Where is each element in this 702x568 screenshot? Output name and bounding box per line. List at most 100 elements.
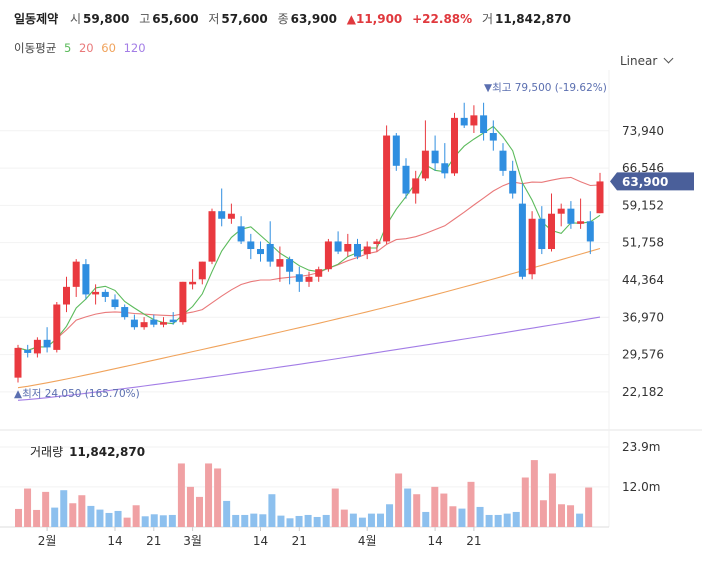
volume-bar: [123, 517, 131, 527]
volume-bar: [268, 494, 276, 527]
candle-body: [412, 178, 420, 194]
volume-bar: [449, 506, 457, 527]
volume-bar: [349, 513, 357, 527]
candle-body: [509, 170, 517, 194]
moving-average-label: 이동평균: [14, 41, 57, 55]
volume-bar: [494, 514, 502, 527]
volume-bar: [521, 477, 529, 527]
candle-body: [295, 274, 303, 282]
x-tick-label: 14: [253, 534, 268, 548]
candle-body: [92, 291, 100, 295]
moving-average-legend: 이동평균 5 20 60 120: [14, 40, 150, 56]
volume-tick-label: 23.9m: [622, 440, 660, 454]
x-tick-label: 14: [107, 534, 122, 548]
candle-body: [538, 218, 546, 250]
volume-bar: [105, 512, 113, 527]
ma-5-line: [17, 125, 601, 351]
volume-label: 거: [482, 12, 494, 26]
price-tick-label: 44,364: [622, 273, 664, 287]
candle-body: [518, 203, 526, 277]
volume-bar: [232, 514, 240, 527]
volume-bar: [60, 490, 68, 527]
volume-bar: [422, 511, 430, 527]
candle-body: [121, 307, 129, 318]
volume-bar: [503, 513, 511, 527]
candle-body: [179, 281, 187, 323]
ma-120-line: [17, 316, 601, 401]
volume-tick-label: 12.0m: [622, 480, 660, 494]
candle-body: [373, 241, 381, 244]
candle-body: [276, 259, 284, 267]
volume-bar: [512, 511, 520, 527]
volume-bar: [386, 504, 394, 527]
candle-body: [72, 261, 80, 287]
ma-60-line: [17, 247, 601, 389]
volume-bar: [558, 504, 565, 527]
open-value: 59,800: [83, 12, 130, 26]
volume-bar: [440, 493, 448, 527]
volume-bar: [277, 515, 285, 527]
volume-bar: [485, 514, 493, 527]
volume-bar: [96, 509, 104, 527]
candle-body: [431, 150, 439, 164]
volume-bar: [241, 514, 249, 527]
candle-body: [82, 264, 90, 295]
stock-header: 일동제약 시 59,800 고 65,600 저 57,600 종 63,900 ▲11…: [14, 10, 577, 27]
candle-body: [441, 163, 449, 174]
close-value: 63,900: [290, 12, 337, 26]
current-price-label: 63,900: [622, 175, 668, 189]
x-tick-label: 21: [292, 534, 307, 548]
candle-body: [489, 133, 497, 141]
volume-bar: [404, 488, 412, 527]
candle-body: [548, 213, 555, 250]
candle-body: [354, 243, 361, 257]
volume-bar: [585, 487, 593, 527]
volume-bar: [214, 468, 222, 527]
price-tick-label: 66,546: [622, 161, 664, 175]
high-value: 65,600: [152, 12, 199, 26]
price-tick-label: 29,576: [622, 348, 664, 362]
candle-body: [130, 319, 138, 328]
volume-bar: [286, 518, 294, 527]
candle-body: [567, 208, 575, 224]
volume-bar: [476, 506, 484, 527]
volume-bar: [340, 509, 348, 527]
candle-body: [43, 339, 51, 348]
candle-body: [324, 241, 332, 270]
candle-body: [460, 117, 468, 126]
volume-bar: [304, 514, 312, 527]
volume-bar: [132, 505, 140, 527]
volume-bar: [150, 514, 158, 527]
volume-bar: [78, 495, 86, 527]
volume-bar: [413, 494, 421, 527]
candle-body: [557, 208, 565, 214]
current-price-tag: [610, 172, 694, 191]
volume-bar: [15, 508, 22, 527]
volume-bar: [548, 473, 556, 527]
candle-body: [266, 243, 274, 262]
ma-20: 20: [78, 41, 94, 55]
high-label: 고: [139, 12, 151, 26]
candle-body: [53, 304, 61, 350]
price-change-pct: +22.88%: [412, 12, 473, 26]
volume-bar: [576, 513, 584, 527]
volume-bar: [177, 463, 185, 527]
volume-bar: [186, 486, 194, 527]
close-label: 종: [277, 12, 289, 26]
volume-bar: [159, 515, 167, 527]
candle-body: [586, 221, 594, 242]
candle-body: [499, 150, 507, 171]
volume-bar: [395, 473, 403, 527]
volume-bar: [358, 517, 366, 527]
volume-bar: [205, 463, 213, 527]
price-tick-label: 51,758: [622, 236, 664, 250]
x-tick-label: 3월: [183, 534, 202, 548]
volume-bar: [42, 491, 50, 527]
volume-bar: [196, 496, 203, 527]
volume-bar: [33, 509, 41, 527]
x-tick-label: 21: [146, 534, 161, 548]
scale-dropdown[interactable]: Linear: [620, 53, 674, 68]
x-tick-label: 4월: [358, 534, 377, 548]
